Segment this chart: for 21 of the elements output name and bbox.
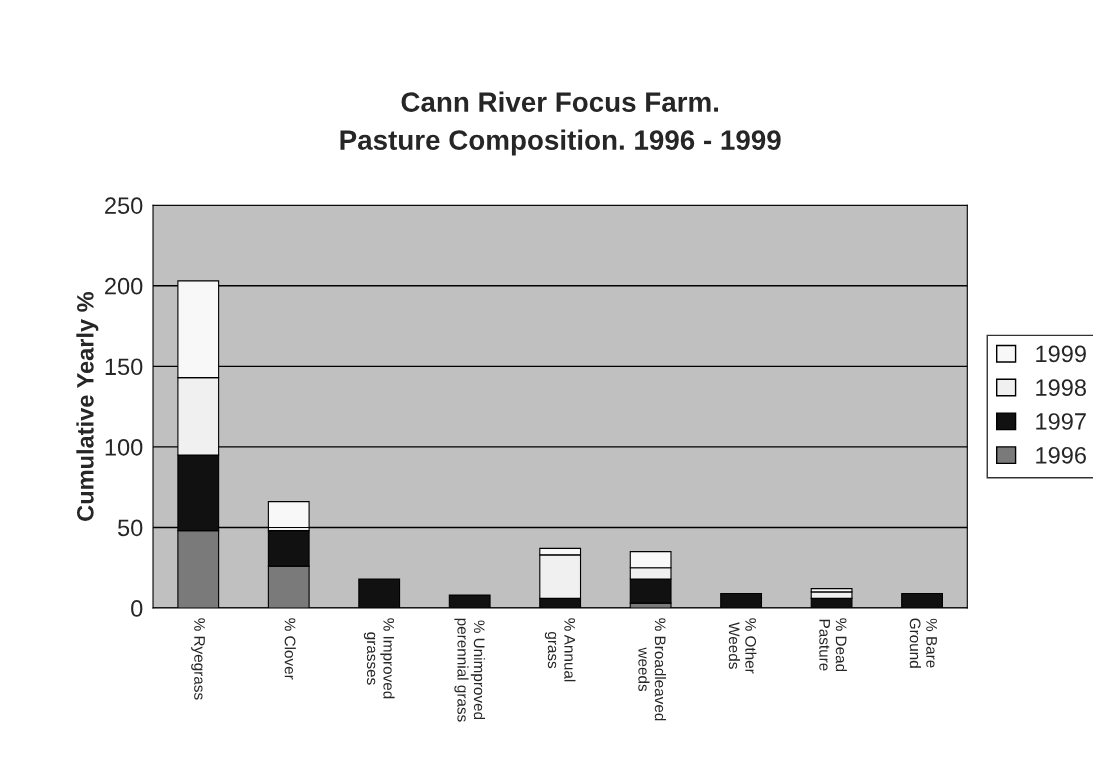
y-tick-label: 200 (105, 277, 143, 295)
y-tick-label: 150 (105, 358, 143, 376)
legend-label: 1996 (1036, 446, 1086, 464)
legend-label: 1997 (1036, 413, 1086, 430)
x-tick-label: % Other Weeds (728, 618, 757, 674)
x-tick-label: % Unimproved perennial grass (454, 618, 486, 722)
y-tick-label: 100 (105, 438, 143, 456)
chart-title: Cann River Focus Farm. Pasture Composition. 1996 - 1999 (340, 91, 781, 156)
legend-label: 1998 (1036, 379, 1086, 397)
x-tick-label: % Clover (284, 618, 296, 680)
y-axis-title: Cumulative Yearly % (76, 291, 99, 521)
legend-label: 1999 (1036, 345, 1086, 363)
x-tick-label: % Ryegrass (191, 618, 205, 700)
x-tick-label: % Bare Ground (909, 618, 937, 668)
x-tick-label: % Annual grass (544, 618, 576, 682)
y-tick-label: 250 (105, 197, 143, 214)
y-tick-label: 50 (117, 519, 143, 537)
x-tick-label: % Broadleaved weeds (638, 618, 666, 721)
x-tick-label: % Dead Pasture (819, 618, 847, 672)
x-tick-label: % Improved grasses (363, 618, 395, 699)
y-tick-label: 0 (131, 600, 143, 617)
